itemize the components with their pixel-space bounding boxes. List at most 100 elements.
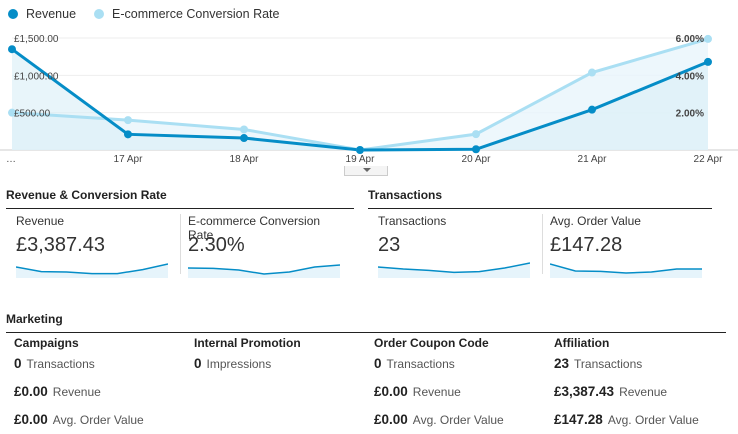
marketing-label: Transactions bbox=[26, 357, 95, 371]
sparkline-line bbox=[16, 263, 168, 275]
marketing-row: 0 Impressions bbox=[194, 356, 369, 380]
marketing-value: £0.00 bbox=[374, 412, 408, 427]
marketing-row: £0.00 Avg. Order Value bbox=[14, 412, 189, 434]
marketing-label: Impressions bbox=[206, 357, 272, 371]
marketing-row: £0.00 Revenue bbox=[14, 384, 189, 408]
revenue-point[interactable] bbox=[588, 105, 596, 114]
marketing-label: Revenue bbox=[619, 385, 668, 399]
x-tick-label: 17 Apr bbox=[114, 154, 144, 165]
marketing-title: Order Coupon Code bbox=[374, 336, 489, 350]
revenue-point[interactable] bbox=[124, 130, 132, 139]
metric-label: Revenue bbox=[16, 214, 65, 228]
sparkline-line bbox=[188, 264, 340, 275]
marketing-value: £3,387.43 bbox=[554, 384, 615, 399]
conversion-dot-icon bbox=[94, 9, 105, 19]
marketing-value: 0 bbox=[374, 356, 382, 371]
x-tick-label: 21 Apr bbox=[578, 154, 608, 165]
conversion-point[interactable] bbox=[704, 34, 712, 43]
marketing-value: 0 bbox=[194, 356, 202, 371]
x-tick-label: 20 Apr bbox=[462, 154, 492, 165]
revenue-point[interactable] bbox=[472, 145, 480, 154]
marketing-row: £147.28 Avg. Order Value bbox=[554, 412, 729, 434]
marketing-value: £0.00 bbox=[374, 384, 408, 399]
y-right-tick-label: 2.00% bbox=[676, 109, 704, 120]
marketing-row: £0.00 Revenue bbox=[374, 384, 549, 408]
section-marketing: Marketing bbox=[6, 312, 726, 333]
revenue-point[interactable] bbox=[8, 45, 16, 54]
x-tick-label: … bbox=[6, 154, 16, 165]
marketing-value: £0.00 bbox=[14, 412, 48, 427]
sparkline-revenue bbox=[16, 263, 168, 278]
revenue-area bbox=[12, 49, 708, 151]
sparkline-area bbox=[550, 264, 702, 278]
chart-legend: Revenue E-commerce Conversion Rate bbox=[8, 6, 297, 22]
metric-label: Avg. Order Value bbox=[550, 214, 641, 228]
marketing-value: 23 bbox=[554, 356, 570, 371]
marketing-value: £0.00 bbox=[14, 384, 48, 399]
marketing-row: 23 Transactions bbox=[554, 356, 729, 380]
y-left-tick-label: £1,500.00 bbox=[14, 34, 59, 45]
marketing-label: Revenue bbox=[412, 385, 461, 399]
sparkline-line bbox=[550, 263, 702, 274]
metric-value: £3,387.43 bbox=[16, 234, 105, 256]
y-left-tick-label: £500.00 bbox=[14, 109, 51, 120]
conversion-point[interactable] bbox=[8, 108, 16, 117]
metric-card-transactions[interactable]: Transactions 23 bbox=[378, 214, 530, 278]
marketing-order-coupon-code: Order Coupon Code 0 Transactions £0.00 Rev… bbox=[374, 336, 549, 434]
conversion-point[interactable] bbox=[472, 130, 480, 139]
marketing-label: Avg. Order Value bbox=[607, 413, 699, 427]
legend-label-conversion: E-commerce Conversion Rate bbox=[112, 7, 280, 21]
sparkline-area bbox=[188, 265, 340, 278]
metric-card-conversion[interactable]: E-commerce Conversion Rate 2.30% bbox=[180, 214, 340, 278]
marketing-row: £3,387.43 Revenue bbox=[554, 384, 729, 408]
revenue-dot-icon bbox=[8, 9, 18, 19]
marketing-title: Affiliation bbox=[554, 336, 610, 350]
metric-value: 23 bbox=[378, 234, 401, 256]
y-right-tick-label: 6.00% bbox=[676, 34, 704, 45]
x-tick-label: 18 Apr bbox=[230, 154, 260, 165]
sparkline-area bbox=[16, 264, 168, 278]
y-left-tick-label: £1,000.00 bbox=[14, 71, 59, 82]
chart-collapse-toggle[interactable] bbox=[344, 166, 388, 176]
legend-item-conversion[interactable]: E-commerce Conversion Rate bbox=[94, 7, 279, 21]
metric-value: 2.30% bbox=[188, 234, 245, 256]
sparkline-line bbox=[378, 262, 530, 274]
marketing-title: Internal Promotion bbox=[194, 336, 301, 350]
marketing-label: Avg. Order Value bbox=[412, 413, 504, 427]
marketing-label: Transactions bbox=[386, 357, 455, 371]
marketing-value: £147.28 bbox=[554, 412, 603, 427]
marketing-row: £0.00 Avg. Order Value bbox=[374, 412, 549, 434]
marketing-label: Avg. Order Value bbox=[52, 413, 144, 427]
marketing-value: 0 bbox=[14, 356, 22, 371]
revenue-point[interactable] bbox=[356, 146, 364, 154]
y-right-tick-label: 4.00% bbox=[676, 71, 704, 82]
section-revenue-conversion: Revenue & Conversion Rate bbox=[6, 188, 354, 209]
sparkline-conversion bbox=[188, 264, 340, 278]
metric-label: Transactions bbox=[378, 214, 447, 228]
metric-value: £147.28 bbox=[550, 234, 623, 256]
legend-item-revenue[interactable]: Revenue bbox=[8, 7, 76, 21]
sparkline-area bbox=[378, 263, 530, 278]
conversion-area bbox=[12, 38, 708, 150]
marketing-campaigns: Campaigns 0 Transactions £0.00 Revenue £0.… bbox=[14, 336, 189, 434]
sparkline-transactions bbox=[378, 262, 530, 278]
revenue-point[interactable] bbox=[240, 134, 248, 143]
marketing-row: 0 Transactions bbox=[14, 356, 189, 380]
conversion-point[interactable] bbox=[588, 68, 596, 77]
x-tick-label: 22 Apr bbox=[694, 154, 724, 165]
conversion-point[interactable] bbox=[124, 116, 132, 125]
marketing-label: Revenue bbox=[52, 385, 101, 399]
marketing-title: Campaigns bbox=[14, 336, 79, 350]
marketing-affiliation: Affiliation 23 Transactions £3,387.43 Reve… bbox=[554, 336, 729, 434]
marketing-internal-promotion: Internal Promotion 0 Impressions bbox=[194, 336, 369, 380]
marketing-row: 0 Transactions bbox=[374, 356, 549, 380]
metric-card-revenue[interactable]: Revenue £3,387.43 bbox=[16, 214, 168, 278]
conversion-point[interactable] bbox=[240, 125, 248, 134]
revenue-point[interactable] bbox=[704, 57, 712, 66]
main-line-chart: £1,500.00 £1,000.00 £500.00 6.00% 4.00% 2.00%… bbox=[0, 34, 738, 165]
legend-label-revenue: Revenue bbox=[26, 7, 77, 21]
metric-card-avg-order[interactable]: Avg. Order Value £147.28 bbox=[542, 214, 702, 278]
x-tick-label: 19 Apr bbox=[346, 154, 376, 165]
metric-label: E-commerce Conversion Rate bbox=[188, 214, 321, 242]
marketing-label: Transactions bbox=[574, 357, 643, 371]
